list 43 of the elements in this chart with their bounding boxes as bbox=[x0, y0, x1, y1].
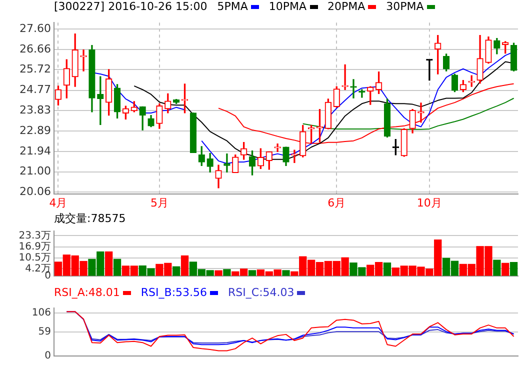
y-tick-label: 20.06 bbox=[20, 184, 51, 198]
candlestick bbox=[274, 144, 281, 152]
legend-label: RSI_A:48.01 bbox=[54, 286, 120, 299]
y-tick-label: 22.89 bbox=[20, 124, 51, 137]
text: 成交量:78575 bbox=[54, 211, 126, 226]
candlestick bbox=[224, 153, 230, 173]
bar bbox=[502, 262, 510, 276]
x-tick-label: 10月 bbox=[416, 196, 442, 210]
bar bbox=[223, 269, 231, 276]
legend-label: 10PMA bbox=[268, 0, 307, 13]
legend-label: 5PMA bbox=[217, 0, 248, 13]
y-tick-label: 0 bbox=[44, 350, 51, 362]
bar bbox=[172, 266, 180, 276]
y-tick-label: 26.66 bbox=[20, 42, 51, 56]
candlestick bbox=[350, 79, 357, 98]
y-tick-label: 21.94 bbox=[20, 144, 51, 158]
y-tick-label: 25.72 bbox=[20, 62, 51, 76]
y-tick-label: 27.60 bbox=[20, 22, 51, 35]
bar bbox=[105, 251, 113, 276]
bar bbox=[510, 262, 518, 276]
y-tick-label: 59 bbox=[38, 326, 51, 338]
bar bbox=[214, 270, 222, 276]
chart-title: [300227] 2016-10-26 15:00 bbox=[54, 0, 208, 13]
y-tick-label: 23.3万 bbox=[18, 230, 51, 242]
y-tick-label: 10.5万 bbox=[18, 252, 51, 264]
x-tick-label: 5月 bbox=[150, 196, 168, 210]
legend-label: 30PMA bbox=[386, 0, 424, 13]
bar bbox=[248, 270, 256, 276]
y-tick-label: 106 bbox=[32, 307, 51, 318]
y-tick-label: 16.9万 bbox=[18, 241, 51, 252]
y-tick-label: 21.00 bbox=[20, 164, 51, 178]
y-tick-label: 24.77 bbox=[20, 83, 51, 96]
bar bbox=[383, 262, 392, 276]
x-tick-label: 6月 bbox=[328, 196, 346, 210]
bar bbox=[180, 255, 189, 276]
x-tick-label: 4月 bbox=[49, 196, 68, 210]
y-tick-label: 23.83 bbox=[20, 103, 51, 116]
bar bbox=[282, 270, 290, 276]
legend-label: RSI_B:53.56 bbox=[140, 286, 208, 299]
bar bbox=[113, 258, 122, 276]
legend-label: RSI_C:54.03 bbox=[228, 286, 294, 299]
legend-label: 20PMA bbox=[328, 0, 366, 13]
bar bbox=[493, 260, 501, 276]
